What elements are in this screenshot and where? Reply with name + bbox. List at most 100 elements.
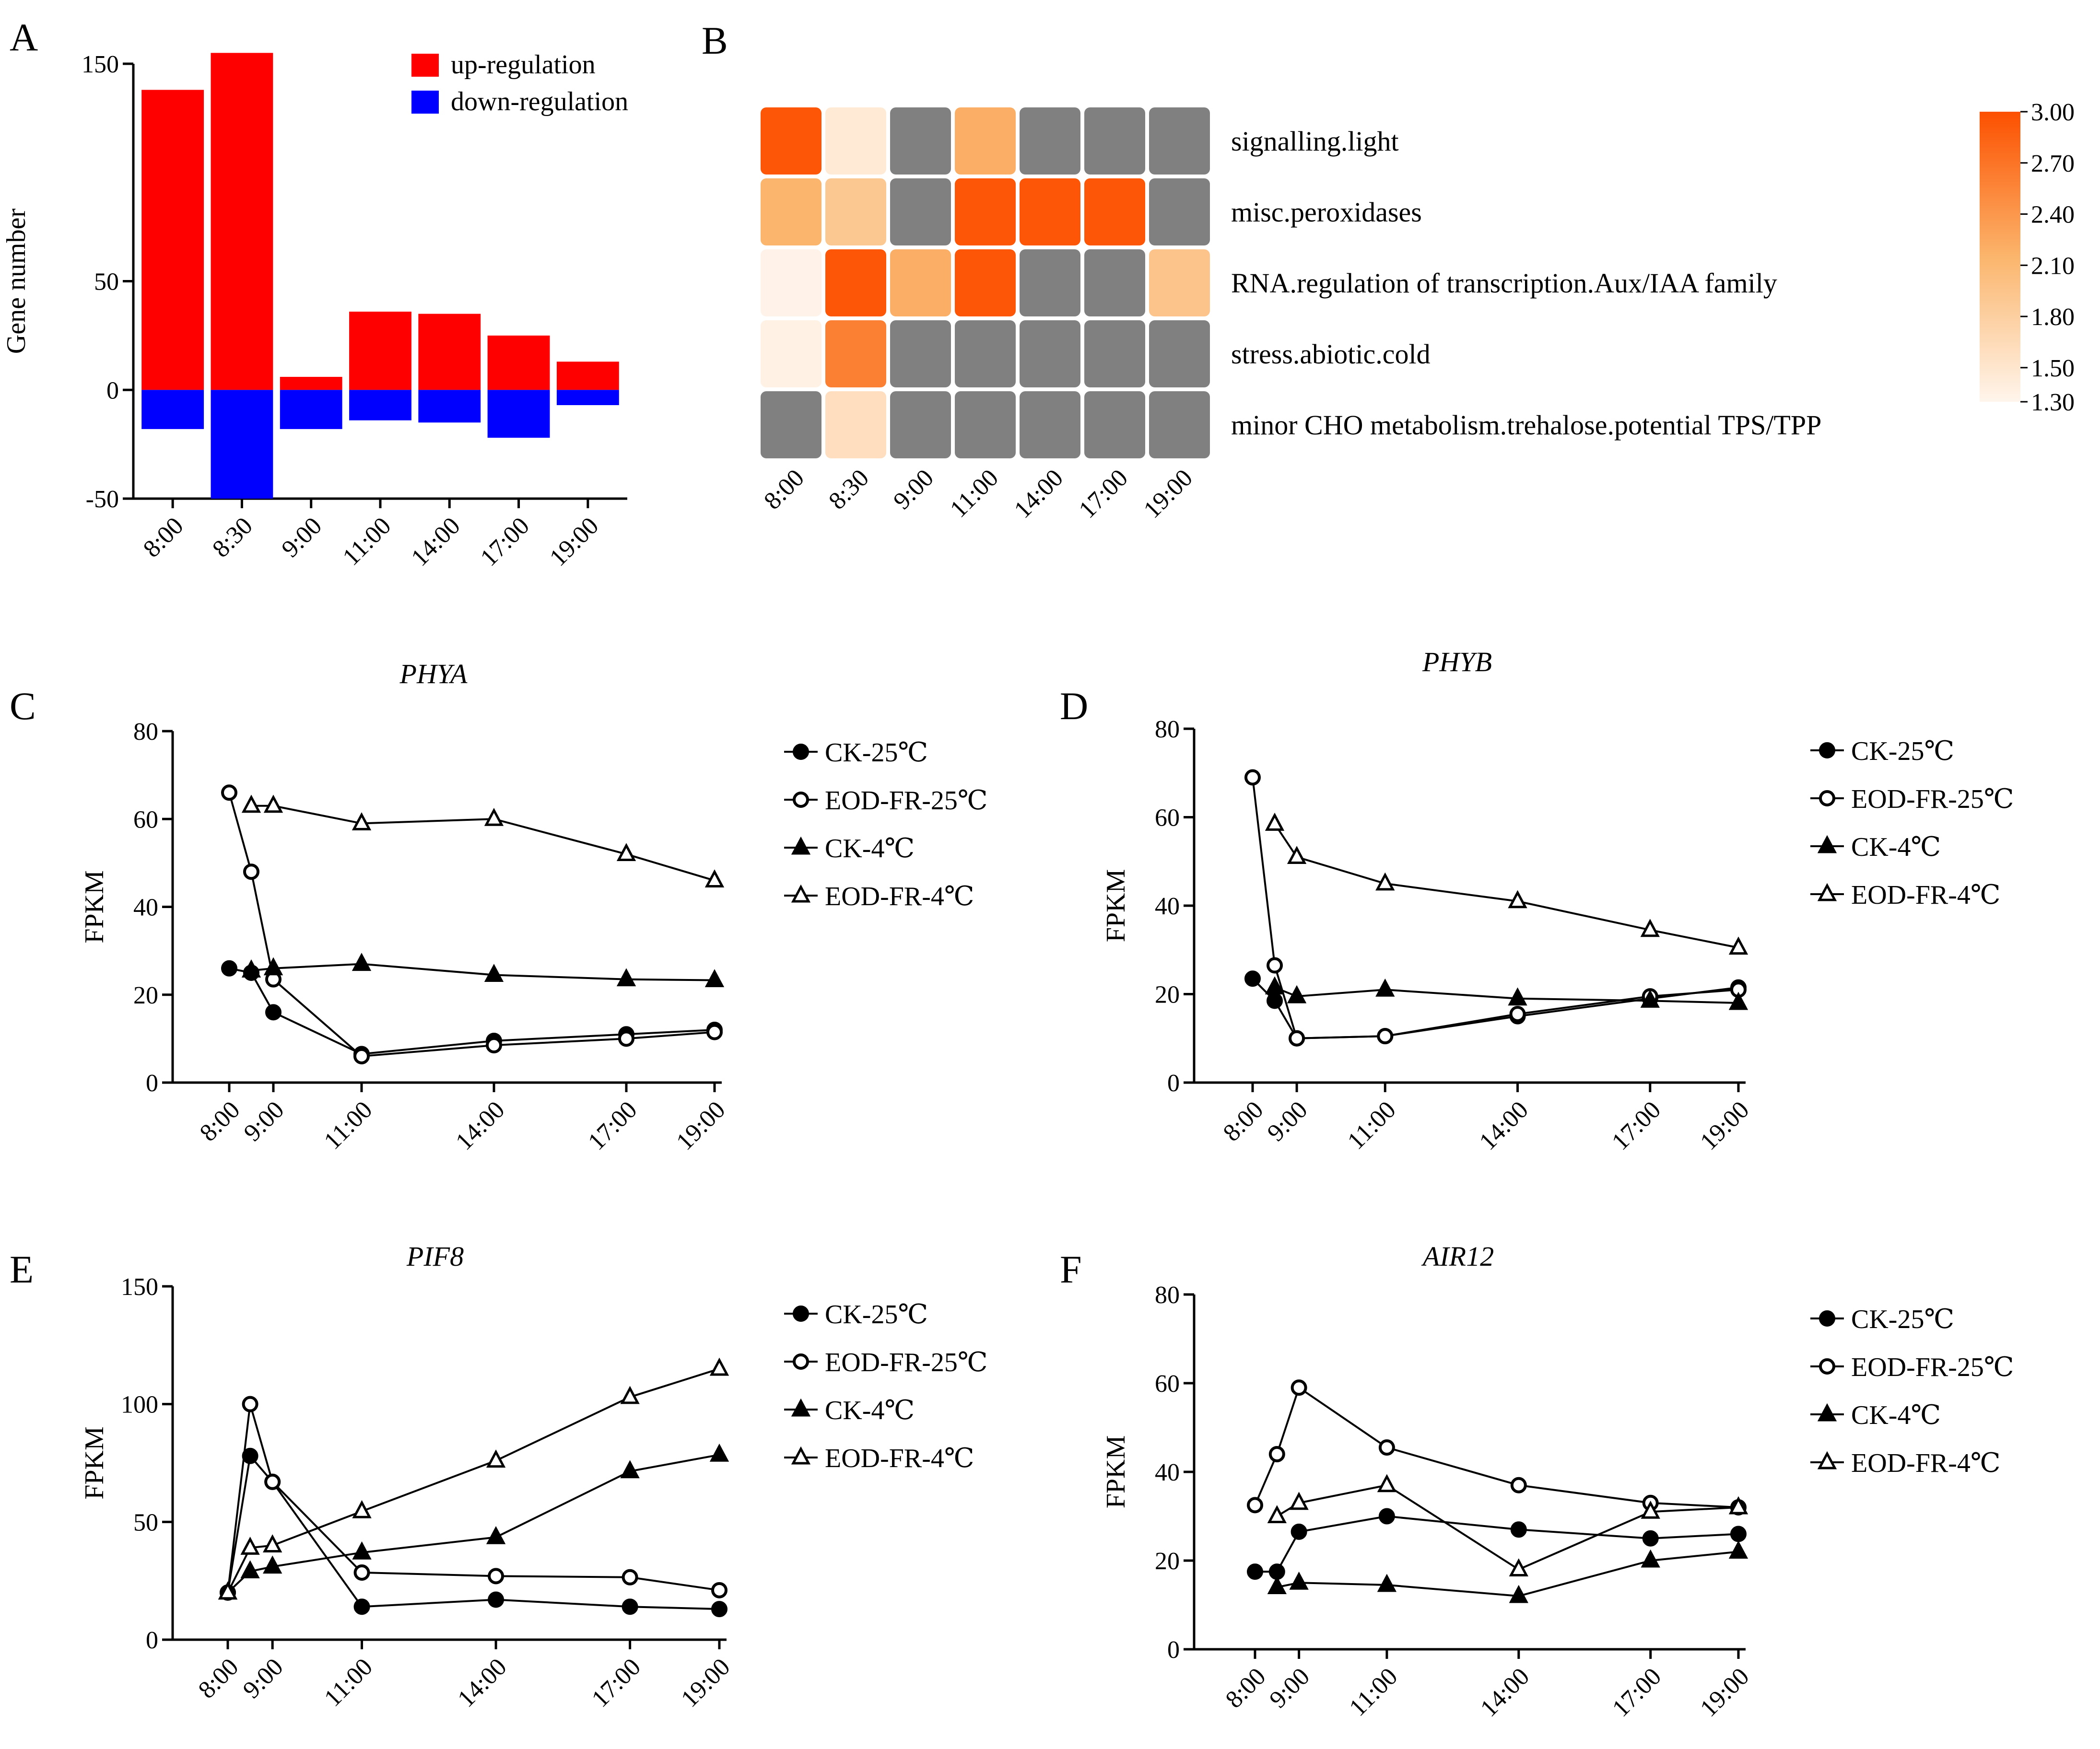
marker-point <box>1819 1310 1835 1327</box>
marker-point <box>1244 769 1261 786</box>
marker-point <box>1377 1574 1397 1592</box>
x-tick-label: 17:00 <box>1607 1663 1666 1722</box>
panel-letter-f: F <box>1060 1248 1082 1291</box>
heatmap-cell <box>955 249 1016 316</box>
x-tick-label: 17:00 <box>583 1096 642 1155</box>
marker-point <box>1508 890 1527 909</box>
heatmap-row-label: misc.peroxidases <box>1231 197 1422 228</box>
heatmap-col-label: 8:00 <box>759 464 809 515</box>
marker-point <box>352 1541 372 1560</box>
marker-point <box>1291 1523 1307 1540</box>
marker-point <box>793 1306 809 1322</box>
marker-point <box>1817 1451 1837 1469</box>
marker-point <box>1819 1358 1835 1375</box>
heatmap-cell <box>825 249 886 316</box>
heatmap-col-label: 17:00 <box>1074 464 1133 524</box>
heatmap-col-label: 11:00 <box>945 464 1004 523</box>
marker-point <box>218 1581 238 1600</box>
y-tick-label: 0 <box>1167 1636 1180 1664</box>
marker-point <box>1728 1496 1748 1515</box>
y-axis-label: FPKM <box>80 870 109 944</box>
marker-point <box>1375 978 1395 997</box>
marker-point <box>622 1598 638 1615</box>
marker-point <box>1289 1492 1309 1510</box>
bar-up <box>349 311 411 390</box>
marker-point <box>1375 872 1395 891</box>
heatmap-cell <box>955 178 1016 245</box>
series-line <box>228 792 715 1058</box>
series-line <box>251 805 715 882</box>
series-line <box>1254 1386 1739 1508</box>
marker-point <box>242 1396 258 1412</box>
bar-down <box>141 390 204 429</box>
panel-f: 0 20 40 60 80 8:009:00 11:00 14:00 17:00 19:00 FPK… <box>1101 1241 2014 1722</box>
y-tick-label: 0 <box>146 1070 158 1097</box>
colorbar-tick-label: 1.80 <box>2031 303 2075 331</box>
x-tick-label: 19:00 <box>544 512 604 571</box>
marker-point <box>1267 1505 1287 1523</box>
marker-point <box>486 1037 502 1054</box>
bar-up <box>487 335 550 390</box>
colorbar-tick-label: 2.10 <box>2031 252 2075 280</box>
heatmap-cell <box>825 107 886 175</box>
legend-label: EOD-FR-4℃ <box>1851 880 2001 910</box>
marker-point <box>221 960 237 977</box>
y-tick-label: 60 <box>1155 1370 1180 1398</box>
panel-b: signalling.light misc.peroxidases RNA.regu… <box>759 99 2075 524</box>
legend-swatch-down <box>411 91 439 114</box>
marker-point <box>1287 846 1307 864</box>
y-tick-label: 40 <box>1155 893 1180 920</box>
heatmap-cell <box>890 320 951 387</box>
legend-label: EOD-FR-4℃ <box>825 882 974 911</box>
heatmap-cell <box>1084 178 1145 245</box>
marker-point <box>1267 1576 1287 1594</box>
marker-point <box>706 1024 723 1040</box>
x-tick-label: 17:00 <box>1607 1096 1666 1155</box>
heatmap-cell <box>1149 249 1210 316</box>
bar-up <box>141 90 204 390</box>
heatmap-cell <box>1084 107 1145 175</box>
marker-point <box>240 1560 260 1579</box>
y-tick-label: 50 <box>133 1509 158 1536</box>
heatmap-cell <box>890 178 951 245</box>
marker-point <box>791 884 811 903</box>
heatmap-cell <box>1149 391 1210 458</box>
marker-point <box>240 1537 260 1555</box>
marker-point <box>484 807 504 826</box>
marker-point <box>353 1598 370 1615</box>
marker-point <box>1291 1379 1307 1396</box>
heatmap-cell <box>761 320 821 387</box>
panel-a: -50 0 50 150 Gene number 8:00 8:30 9:00 11:00 14:… <box>1 50 628 571</box>
legend-label: EOD-FR-25℃ <box>1851 784 2014 814</box>
bar-down <box>418 390 481 423</box>
marker-point <box>620 1460 640 1479</box>
colorbar-tick-label: 2.40 <box>2031 201 2075 229</box>
x-tick-label: 19:00 <box>676 1653 735 1713</box>
bar-down <box>487 390 550 438</box>
panel-e: 0 50 100 150 8:009:00 11:00 14:00 17:00 19:00 FPK… <box>80 1241 988 1713</box>
heatmap-row-label: minor CHO metabolism.trehalose.potential… <box>1231 409 1821 441</box>
marker-point <box>793 1353 809 1370</box>
series-line <box>1252 978 1739 1039</box>
heatmap-cell <box>1020 178 1080 245</box>
x-tick-label: 14:00 <box>450 1096 510 1155</box>
marker-point <box>1819 790 1835 806</box>
marker-point <box>1640 919 1660 937</box>
heatmap-row-label: signalling.light <box>1231 126 1399 157</box>
x-tick-label: 14:00 <box>1475 1663 1535 1722</box>
panel-letter-e: E <box>10 1248 34 1291</box>
y-axis-label: FPKM <box>80 1426 109 1500</box>
y-tick-label: 20 <box>1155 981 1180 1009</box>
marker-point <box>1728 1540 1748 1559</box>
bar-down <box>556 390 619 405</box>
x-tick-label: 9:00 <box>1262 1096 1313 1147</box>
marker-point <box>793 744 809 760</box>
marker-point <box>1378 1508 1395 1525</box>
marker-point <box>1509 1585 1528 1603</box>
heatmap-col-label: 8:30 <box>823 464 874 515</box>
x-tick-label: 8:00 <box>1220 1663 1271 1714</box>
marker-point <box>622 1569 638 1586</box>
legend-label: CK-25℃ <box>1851 1305 1954 1334</box>
marker-point <box>1730 1526 1747 1542</box>
legend-swatch-up <box>411 54 439 77</box>
